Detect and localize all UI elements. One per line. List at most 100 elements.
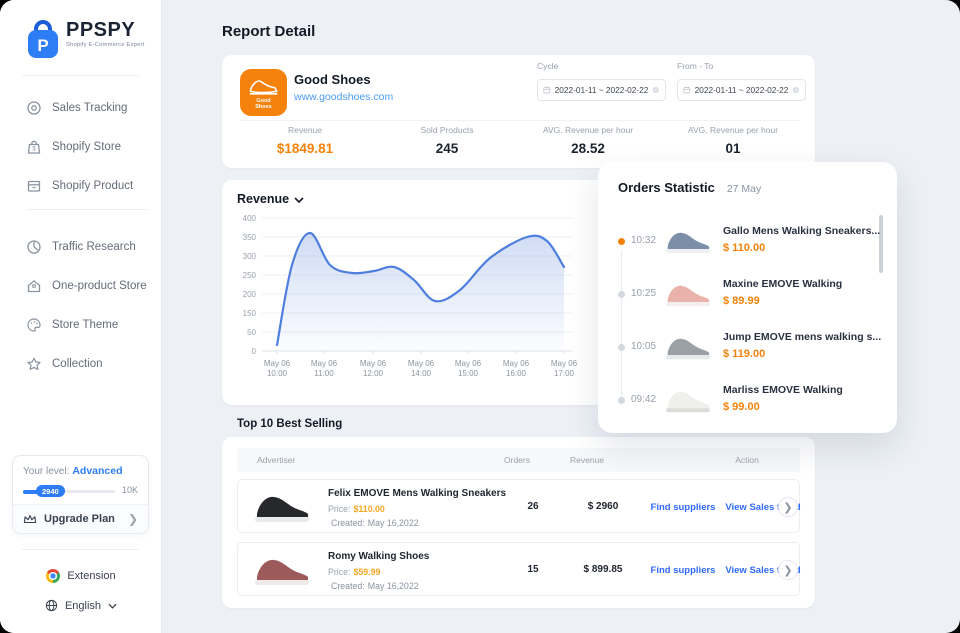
language-label: English bbox=[64, 599, 102, 612]
sidebar-item-store-theme[interactable]: Store Theme bbox=[26, 305, 156, 344]
chart-title: Revenue bbox=[237, 192, 290, 206]
stat-avg-revenue-1: AVG. Revenue per hour 28.52 bbox=[518, 125, 658, 156]
stat-avg-revenue-2: AVG. Revenue per hour 01 bbox=[663, 125, 803, 156]
order-item[interactable]: 10:05 Jump EMOVE mens walking s... $ 119.… bbox=[598, 321, 897, 374]
shoe-logo-icon bbox=[249, 79, 278, 95]
order-time: 10:25 bbox=[631, 288, 657, 299]
order-price: $ 89.99 bbox=[723, 295, 760, 307]
sidebar-item-one-product-store[interactable]: One-product Store bbox=[26, 266, 156, 305]
svg-text:12:00: 12:00 bbox=[363, 369, 384, 378]
sidebar-item-label: Shopify Product bbox=[52, 179, 134, 192]
product-image bbox=[255, 496, 309, 522]
row-product-name: Felix EMOVE Mens Walking Sneakers bbox=[328, 488, 507, 499]
clear-circle-icon[interactable] bbox=[652, 85, 660, 95]
svg-text:P: P bbox=[37, 36, 48, 55]
order-time: 10:32 bbox=[631, 235, 657, 246]
svg-text:0: 0 bbox=[252, 347, 257, 356]
svg-text:May 06: May 06 bbox=[264, 359, 291, 368]
stat-sold-products: Sold Products 245 bbox=[377, 125, 517, 156]
order-product-name: Marliss EMOVE Walking bbox=[723, 384, 843, 396]
level-value: Advanced bbox=[72, 465, 123, 477]
col-advertiser: Advertiser bbox=[257, 455, 296, 465]
order-item[interactable]: 10:32 Gallo Mens Walking Sneakers... $ 11… bbox=[598, 215, 897, 268]
svg-text:May 06: May 06 bbox=[408, 359, 435, 368]
order-item[interactable]: 10:25 Maxine EMOVE Walking $ 89.99 bbox=[598, 268, 897, 321]
svg-text:$: $ bbox=[32, 146, 36, 152]
level-progress: 2940 10K bbox=[23, 485, 138, 497]
sidebar-item-collection[interactable]: Collection bbox=[26, 344, 156, 383]
stat-label: Sold Products bbox=[420, 125, 474, 135]
product-image bbox=[666, 232, 710, 254]
store-name: Good Shoes bbox=[294, 72, 371, 87]
stat-value: 01 bbox=[725, 141, 741, 156]
language-selector[interactable]: English bbox=[0, 599, 162, 615]
sidebar-nav-divider bbox=[26, 209, 148, 227]
sidebar-item-shopify-store[interactable]: $ Shopify Store bbox=[26, 127, 156, 166]
order-price: $ 110.00 bbox=[723, 242, 766, 254]
upgrade-plan-label: Upgrade Plan bbox=[44, 513, 115, 525]
fromto-date-input[interactable]: 2022-01-11 ~ 2022-02-22 bbox=[677, 79, 806, 101]
orders-scrollbar[interactable] bbox=[879, 215, 883, 273]
best-selling-table-card: Advertiser Orders Revenue Action Felix E… bbox=[222, 437, 815, 608]
stat-value: 245 bbox=[435, 141, 459, 156]
view-sales-trend-link[interactable]: View Sales trend bbox=[725, 565, 801, 576]
row-revenue: $ 2960 bbox=[587, 501, 619, 512]
sidebar-item-label: Traffic Research bbox=[52, 240, 136, 253]
row-price: Price: $59.99 bbox=[328, 567, 381, 577]
order-item[interactable]: 09:42 Marliss EMOVE Walking $ 99.00 bbox=[598, 374, 897, 427]
svg-text:250: 250 bbox=[243, 271, 257, 280]
orders-date: 27 May bbox=[726, 183, 762, 195]
svg-text:May 06: May 06 bbox=[360, 359, 387, 368]
svg-text:10:00: 10:00 bbox=[267, 369, 288, 378]
store-card-divider bbox=[240, 120, 800, 121]
stat-label: AVG. Revenue per hour bbox=[542, 125, 634, 135]
order-product-name: Maxine EMOVE Walking bbox=[723, 278, 843, 290]
cycle-date-input[interactable]: 2022-01-11 ~ 2022-02-22 bbox=[537, 79, 666, 101]
sidebar-item-label: Shopify Store bbox=[52, 140, 122, 153]
row-expand-button[interactable]: ❯ bbox=[778, 560, 798, 580]
clear-circle-icon[interactable] bbox=[792, 85, 800, 95]
col-action: Action bbox=[735, 455, 759, 465]
orders-statistic-panel: Orders Statistic 27 May 10:32 Gallo Mens… bbox=[598, 162, 897, 433]
svg-text:50: 50 bbox=[247, 328, 256, 337]
sidebar-item-label: Store Theme bbox=[52, 318, 119, 331]
sidebar-divider-bottom bbox=[22, 549, 139, 550]
calendar-icon bbox=[543, 86, 551, 94]
store-url-link[interactable]: www.goodshoes.com bbox=[294, 91, 394, 103]
svg-text:May 06: May 06 bbox=[551, 359, 578, 368]
svg-text:15:00: 15:00 bbox=[458, 369, 479, 378]
row-created: Created: May 16,2022 bbox=[331, 581, 419, 591]
find-suppliers-link[interactable]: Find suppliers bbox=[650, 502, 716, 513]
chevron-down-icon bbox=[294, 196, 304, 203]
col-revenue: Revenue bbox=[569, 455, 605, 465]
extension-button[interactable]: Extension bbox=[0, 569, 162, 586]
view-sales-trend-link[interactable]: View Sales trend bbox=[725, 502, 801, 513]
row-expand-button[interactable]: ❯ bbox=[778, 497, 798, 517]
chevron-right-icon: ❯ bbox=[127, 512, 138, 526]
orders-title: Orders Statistic bbox=[618, 180, 715, 195]
crown-icon bbox=[23, 514, 37, 524]
product-image bbox=[666, 391, 710, 413]
upgrade-plan-button[interactable]: Upgrade Plan ❯ bbox=[13, 504, 148, 533]
home-icon bbox=[27, 279, 41, 292]
sidebar-item-sales-tracking[interactable]: Sales Tracking bbox=[26, 88, 156, 127]
row-revenue: $ 899.85 bbox=[583, 564, 623, 575]
svg-text:300: 300 bbox=[243, 252, 257, 261]
progress-current-badge: 2940 bbox=[36, 485, 65, 497]
revenue-metric-dropdown[interactable]: Revenue bbox=[237, 192, 304, 206]
brand-subtitle: Shopify E-Commerce Expert bbox=[66, 42, 145, 48]
sidebar-item-shopify-product[interactable]: Shopify Product bbox=[26, 166, 156, 205]
cycle-label: Cycle bbox=[537, 61, 559, 71]
sidebar-nav: Sales Tracking $ Shopify Store Shopify P… bbox=[26, 88, 156, 383]
table-row: Romy Walking Shoes Price: $59.99 Created:… bbox=[237, 542, 801, 596]
find-suppliers-link[interactable]: Find suppliers bbox=[650, 565, 716, 576]
stat-value: 28.52 bbox=[571, 141, 605, 156]
timeline-dot bbox=[618, 238, 625, 245]
sidebar: P PPSPY Shopify E-Commerce Expert Sales … bbox=[0, 0, 162, 633]
pie-clock-icon bbox=[27, 239, 41, 254]
sidebar-item-traffic-research[interactable]: Traffic Research bbox=[26, 227, 156, 266]
stat-label: Revenue bbox=[287, 125, 323, 135]
timeline-dot bbox=[618, 397, 625, 404]
svg-text:May 06: May 06 bbox=[311, 359, 338, 368]
